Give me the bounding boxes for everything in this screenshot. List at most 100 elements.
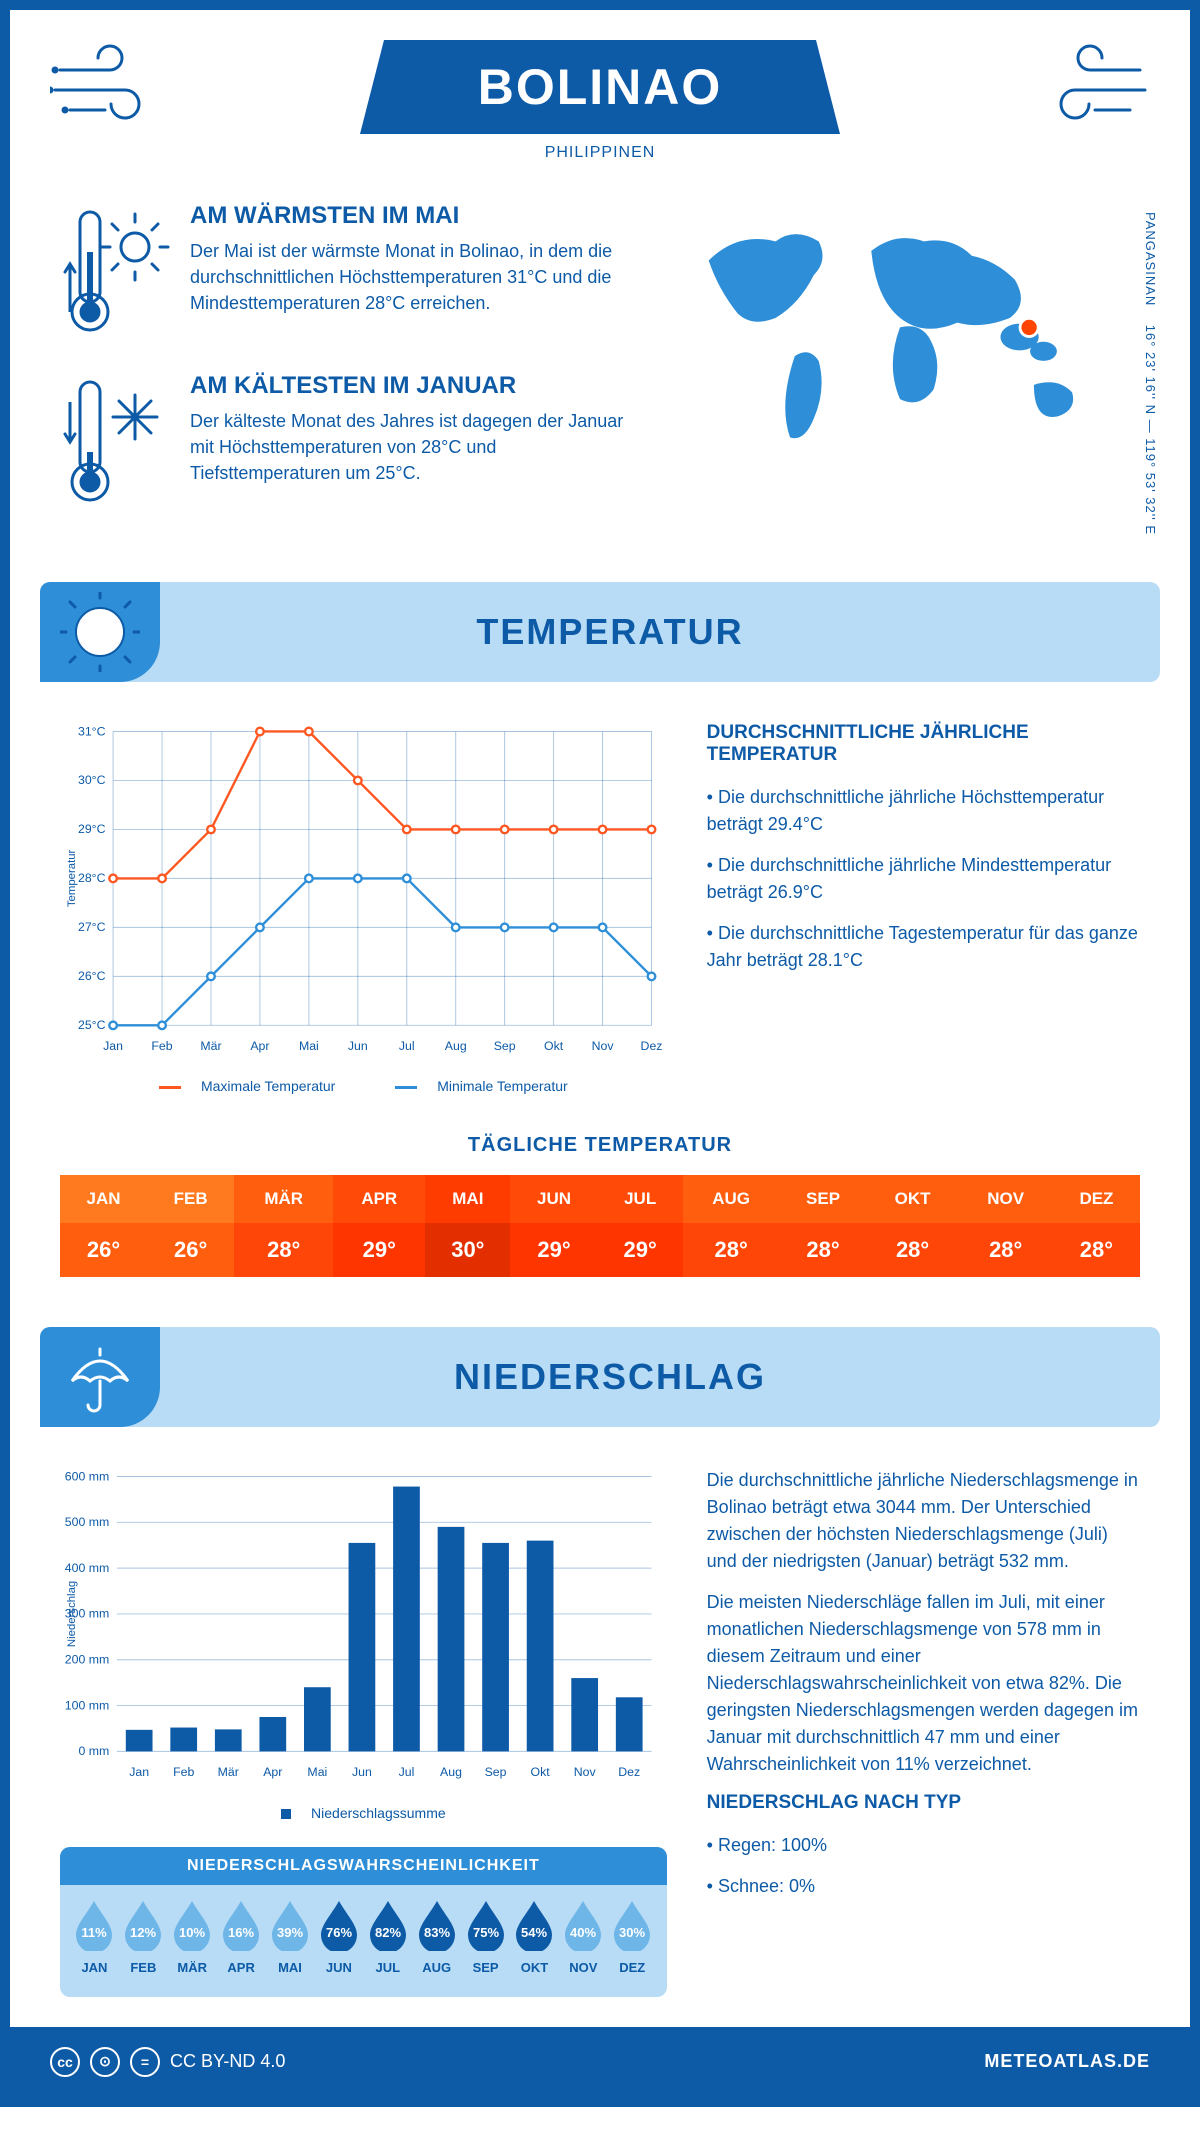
- drop-jul: 82% JUL: [363, 1899, 412, 1975]
- drop-dez: 30% DEZ: [608, 1899, 657, 1975]
- city-title: BOLINAO: [420, 58, 780, 116]
- svg-text:54%: 54%: [521, 1925, 547, 1940]
- temperature-line-chart: 25°C 26°C 27°C 28°C 29°C 30°C 31°C Jan Feb Mär Apr…: [60, 722, 667, 1063]
- precip-title: NIEDERSCHLAG: [160, 1356, 1160, 1398]
- svg-text:Mär: Mär: [200, 1039, 221, 1053]
- cc-icon: cc: [50, 2047, 80, 2077]
- nd-icon: =: [130, 2047, 160, 2077]
- svg-text:12%: 12%: [130, 1925, 156, 1940]
- svg-text:100 mm: 100 mm: [65, 1699, 109, 1713]
- svg-text:0 mm: 0 mm: [79, 1744, 110, 1758]
- section-header-precip: NIEDERSCHLAG: [40, 1327, 1160, 1427]
- svg-text:16%: 16%: [228, 1925, 254, 1940]
- svg-text:75%: 75%: [473, 1925, 499, 1940]
- by-icon: ⊙: [90, 2047, 120, 2077]
- intro-section: AM WÄRMSTEN IM MAI Der Mai ist der wärms…: [10, 182, 1190, 582]
- svg-text:Mai: Mai: [307, 1765, 327, 1779]
- precip-legend: Niederschlagssumme: [60, 1805, 667, 1821]
- drop-aug: 83% AUG: [412, 1899, 461, 1975]
- thermometer-cold-icon: [60, 372, 170, 512]
- svg-text:Jul: Jul: [399, 1765, 415, 1779]
- svg-text:Dez: Dez: [618, 1765, 640, 1779]
- country-subtitle: PHILIPPINEN: [200, 144, 1000, 162]
- svg-text:200 mm: 200 mm: [65, 1653, 109, 1667]
- svg-text:29°C: 29°C: [78, 822, 106, 836]
- wind-icon-right: [1020, 40, 1150, 130]
- svg-text:600 mm: 600 mm: [65, 1470, 109, 1484]
- drop-sep: 75% SEP: [461, 1899, 510, 1975]
- fact-coldest: AM KÄLTESTEN IM JANUAR Der kälteste Mona…: [60, 372, 650, 512]
- svg-text:83%: 83%: [424, 1925, 450, 1940]
- thermometer-hot-icon: [60, 202, 170, 342]
- svg-text:28°C: 28°C: [78, 871, 106, 885]
- precip-bar-chart: 0 mm100 mm200 mm300 mm400 mm500 mm600 mm…: [60, 1467, 667, 1789]
- daily-temperature-table: TÄGLICHE TEMPERATUR JANFEBMÄRAPRMAIJUNJU…: [10, 1124, 1190, 1327]
- drop-nov: 40% NOV: [559, 1899, 608, 1975]
- svg-text:27°C: 27°C: [78, 920, 106, 934]
- umbrella-icon: [40, 1327, 160, 1427]
- facts-column: AM WÄRMSTEN IM MAI Der Mai ist der wärms…: [60, 202, 650, 542]
- svg-text:Mai: Mai: [299, 1039, 319, 1053]
- coordinates-label: PANGASINAN 16° 23' 16'' N — 119° 53' 32'…: [1143, 212, 1158, 535]
- temperature-body: 25°C 26°C 27°C 28°C 29°C 30°C 31°C Jan Feb Mär Apr…: [10, 682, 1190, 1124]
- fact-cold-title: AM KÄLTESTEN IM JANUAR: [190, 372, 650, 400]
- fact-warm-title: AM WÄRMSTEN IM MAI: [190, 202, 650, 230]
- temperature-summary: DURCHSCHNITTLICHE JÄHRLICHE TEMPERATUR •…: [707, 722, 1140, 1094]
- drop-apr: 16% APR: [217, 1899, 266, 1975]
- svg-text:Jun: Jun: [352, 1765, 372, 1779]
- fact-cold-text: Der kälteste Monat des Jahres ist dagege…: [190, 408, 650, 486]
- svg-text:39%: 39%: [277, 1925, 303, 1940]
- header: BOLINAO PHILIPPINEN: [10, 10, 1190, 182]
- svg-text:Apr: Apr: [250, 1039, 269, 1053]
- svg-text:Mär: Mär: [218, 1765, 239, 1779]
- site-name: METEOATLAS.DE: [984, 2051, 1150, 2072]
- svg-text:Jan: Jan: [103, 1039, 123, 1053]
- svg-text:30%: 30%: [619, 1925, 645, 1940]
- title-banner: BOLINAO PHILIPPINEN: [200, 40, 1000, 162]
- drop-okt: 54% OKT: [510, 1899, 559, 1975]
- svg-text:Temperatur: Temperatur: [66, 849, 78, 907]
- license-block: cc ⊙ = CC BY-ND 4.0: [50, 2047, 285, 2077]
- drop-jun: 76% JUN: [314, 1899, 363, 1975]
- svg-text:Nov: Nov: [592, 1039, 615, 1053]
- svg-text:500 mm: 500 mm: [65, 1515, 109, 1529]
- wind-icon-left: [50, 40, 180, 130]
- precip-summary: Die durchschnittliche jährliche Niedersc…: [707, 1467, 1140, 1996]
- svg-text:Sep: Sep: [494, 1039, 516, 1053]
- svg-text:Okt: Okt: [531, 1765, 551, 1779]
- svg-text:Feb: Feb: [151, 1039, 172, 1053]
- svg-text:40%: 40%: [570, 1925, 596, 1940]
- svg-text:Niederschlag: Niederschlag: [66, 1581, 78, 1647]
- world-map: PANGASINAN 16° 23' 16'' N — 119° 53' 32'…: [680, 202, 1140, 542]
- footer: cc ⊙ = CC BY-ND 4.0 METEOATLAS.DE: [10, 2027, 1190, 2097]
- fact-warm-text: Der Mai ist der wärmste Monat in Bolinao…: [190, 238, 650, 316]
- svg-text:Jun: Jun: [348, 1039, 368, 1053]
- temperature-legend: Maximale Temperatur Minimale Temperatur: [60, 1078, 667, 1094]
- precip-probability-box: NIEDERSCHLAGSWAHRSCHEINLICHKEIT 11% JAN …: [60, 1847, 667, 1997]
- svg-text:10%: 10%: [179, 1925, 205, 1940]
- svg-text:Apr: Apr: [263, 1765, 282, 1779]
- temperature-title: TEMPERATUR: [160, 611, 1160, 653]
- svg-text:400 mm: 400 mm: [65, 1561, 109, 1575]
- drop-mai: 39% MAI: [266, 1899, 315, 1975]
- svg-text:Nov: Nov: [574, 1765, 597, 1779]
- svg-text:Okt: Okt: [544, 1039, 564, 1053]
- drop-mär: 10% MÄR: [168, 1899, 217, 1975]
- daily-temp-table: JANFEBMÄRAPRMAIJUNJULAUGSEPOKTNOVDEZ26°2…: [60, 1175, 1140, 1277]
- fact-warmest: AM WÄRMSTEN IM MAI Der Mai ist der wärms…: [60, 202, 650, 342]
- svg-text:25°C: 25°C: [78, 1018, 106, 1032]
- svg-text:Feb: Feb: [173, 1765, 194, 1779]
- svg-text:11%: 11%: [82, 1925, 108, 1940]
- sun-icon: [40, 582, 160, 682]
- location-marker: [1021, 320, 1036, 335]
- svg-text:Dez: Dez: [641, 1039, 663, 1053]
- svg-text:Aug: Aug: [440, 1765, 462, 1779]
- svg-text:30°C: 30°C: [78, 773, 106, 787]
- svg-text:26°C: 26°C: [78, 969, 106, 983]
- svg-text:Jul: Jul: [399, 1039, 415, 1053]
- section-header-temperature: TEMPERATUR: [40, 582, 1160, 682]
- precip-body: 0 mm100 mm200 mm300 mm400 mm500 mm600 mm…: [10, 1427, 1190, 2026]
- page-frame: BOLINAO PHILIPPINEN: [0, 0, 1200, 2107]
- svg-text:Jan: Jan: [129, 1765, 149, 1779]
- svg-text:31°C: 31°C: [78, 724, 106, 738]
